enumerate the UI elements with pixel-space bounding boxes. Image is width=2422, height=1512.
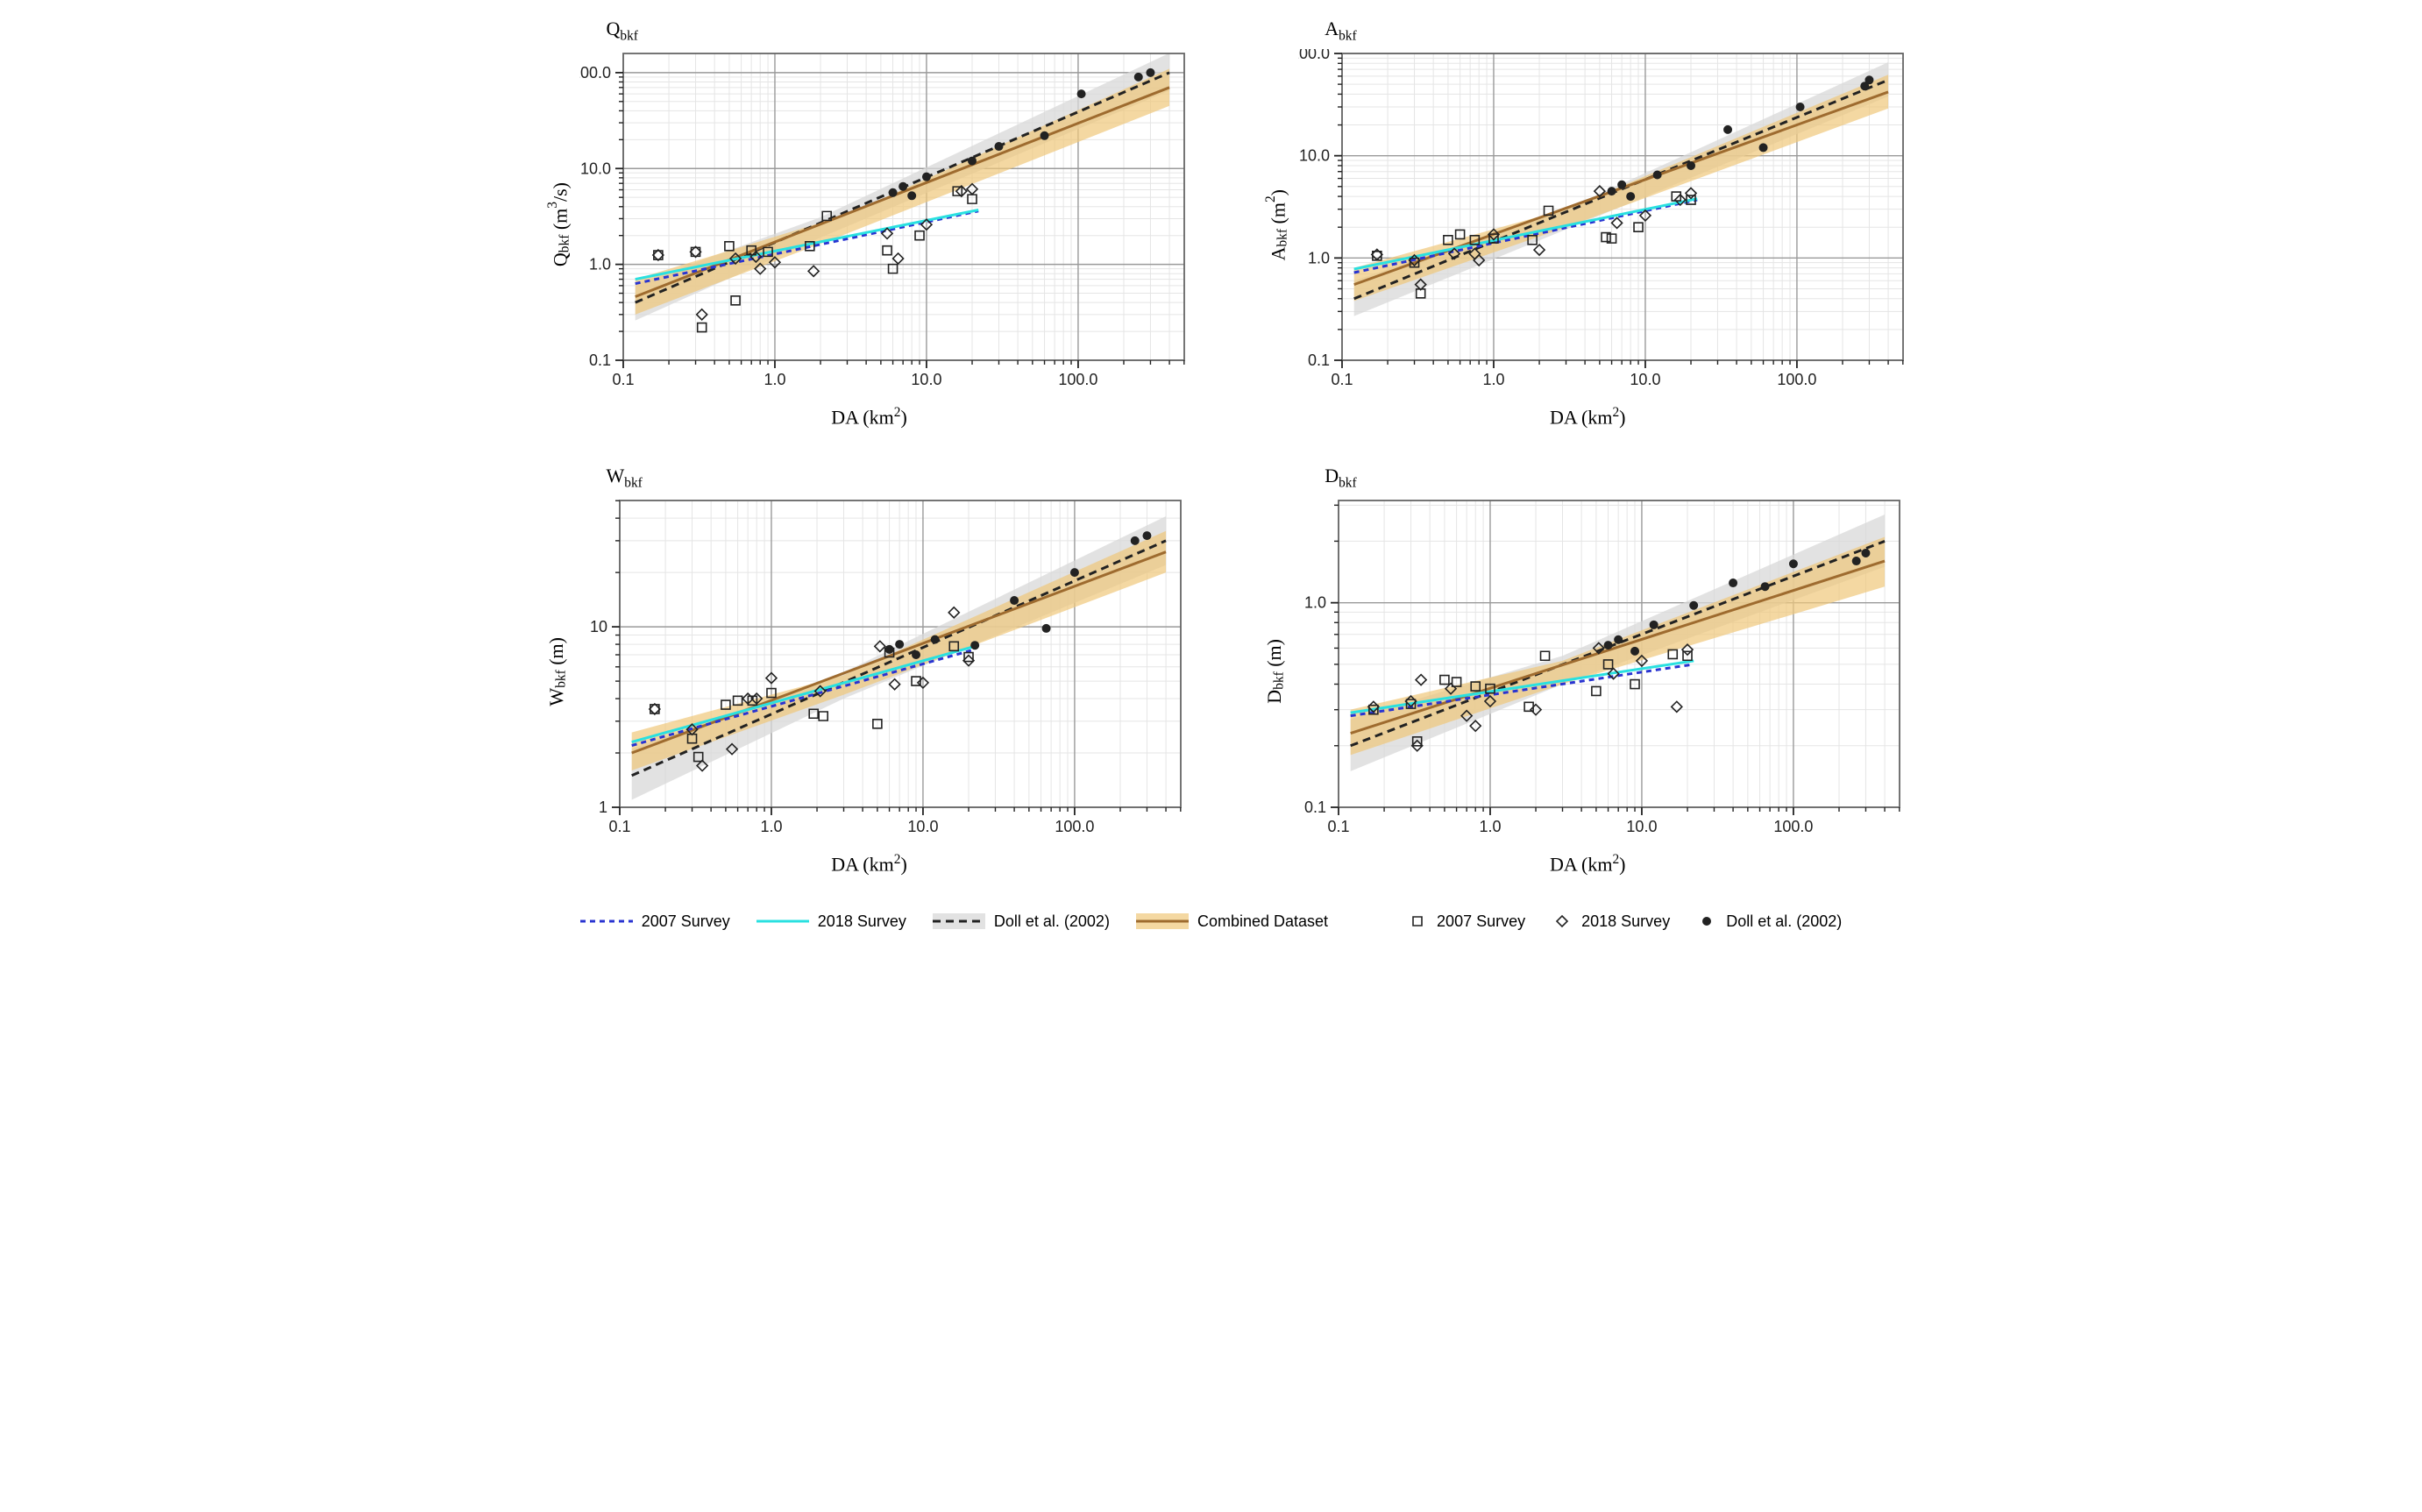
x-axis-label: DA (km2) xyxy=(589,405,1150,429)
svg-text:10.0: 10.0 xyxy=(1299,147,1330,165)
y-axis-label: Qbkf (m3/s) xyxy=(545,182,573,266)
y-axis-label: Abkf (m2) xyxy=(1263,189,1291,260)
plot-area: 0.1 1.0 10.0 100.0 1 10 xyxy=(576,496,1190,847)
svg-text:100.0: 100.0 xyxy=(1055,818,1094,835)
svg-text:100.0: 100.0 xyxy=(1777,371,1816,388)
svg-text:1.0: 1.0 xyxy=(760,818,782,835)
plot-area: 0.1 1.0 10.0 100.0 0.1 1.0 xyxy=(1295,496,1908,847)
legend-line-survey2007: 2007 Survey xyxy=(580,912,730,931)
legend-label: 2018 Survey xyxy=(1581,912,1670,931)
legend-marker-doll2002: Doll et al. (2002) xyxy=(1696,911,1842,932)
legend: 2007 Survey 2018 Survey Doll et al. (2002)… xyxy=(545,911,1878,932)
svg-text:1.0: 1.0 xyxy=(1304,594,1326,612)
x-axis-label: DA (km2) xyxy=(1307,852,1868,876)
svg-text:0.1: 0.1 xyxy=(1331,371,1353,388)
legend-label: 2007 Survey xyxy=(1437,912,1525,931)
panel-d: Dbkf Dbkf (m) 0.1 1.0 10.0 100.0 0.1 1.0 DA (km2… xyxy=(1263,465,1912,877)
svg-text:0.1: 0.1 xyxy=(1327,818,1349,835)
svg-text:10: 10 xyxy=(590,618,607,635)
svg-text:0.1: 0.1 xyxy=(613,371,635,388)
panel-a: Abkf Abkf (m2) 0.1 1.0 10.0 100.0 0.1 1.0 10.0 10… xyxy=(1263,18,1912,429)
svg-text:1: 1 xyxy=(599,799,607,816)
svg-text:10.0: 10.0 xyxy=(1630,371,1660,388)
legend-label: Doll et al. (2002) xyxy=(994,912,1110,931)
svg-text:0.1: 0.1 xyxy=(608,818,630,835)
panel-q: Qbkf Qbkf (m3/s) 0.1 1.0 10.0 100.0 0.1 1.0 10.0… xyxy=(545,18,1194,429)
svg-text:100.0: 100.0 xyxy=(1059,371,1098,388)
svg-text:0.1: 0.1 xyxy=(1308,351,1330,369)
svg-text:0.1: 0.1 xyxy=(589,351,611,369)
panel-title: Dbkf xyxy=(1325,465,1912,491)
legend-label: 2018 Survey xyxy=(818,912,906,931)
legend-line-survey2018: 2018 Survey xyxy=(756,912,906,931)
svg-text:10.0: 10.0 xyxy=(907,818,938,835)
svg-text:10.0: 10.0 xyxy=(912,371,942,388)
x-axis-label: DA (km2) xyxy=(589,852,1150,876)
legend-line-combined: Combined Dataset xyxy=(1136,912,1328,931)
plot-area: 0.1 1.0 10.0 100.0 0.1 1.0 10.0 100.0 xyxy=(1298,49,1912,400)
svg-text:100.0: 100.0 xyxy=(579,64,611,82)
svg-text:100.0: 100.0 xyxy=(1298,49,1330,62)
svg-text:10.0: 10.0 xyxy=(1626,818,1657,835)
panel-title: Wbkf xyxy=(607,465,1194,491)
panel-title: Qbkf xyxy=(607,18,1194,44)
figure-container: Qbkf Qbkf (m3/s) 0.1 1.0 10.0 100.0 0.1 1.0 10.0… xyxy=(545,18,1878,932)
x-axis-label: DA (km2) xyxy=(1307,405,1868,429)
svg-text:1.0: 1.0 xyxy=(1308,250,1330,267)
legend-label: Combined Dataset xyxy=(1197,912,1328,931)
svg-text:0.1: 0.1 xyxy=(1304,799,1326,816)
svg-text:1.0: 1.0 xyxy=(1479,818,1501,835)
svg-text:10.0: 10.0 xyxy=(580,160,611,178)
panel-grid: Qbkf Qbkf (m3/s) 0.1 1.0 10.0 100.0 0.1 1.0 10.0… xyxy=(545,18,1878,876)
plot-area: 0.1 1.0 10.0 100.0 0.1 1.0 10.0 100.0 xyxy=(579,49,1193,400)
svg-text:1.0: 1.0 xyxy=(1482,371,1504,388)
svg-text:1.0: 1.0 xyxy=(764,371,786,388)
legend-label: 2007 Survey xyxy=(642,912,730,931)
svg-text:1.0: 1.0 xyxy=(589,256,611,273)
y-axis-label: Wbkf (m) xyxy=(545,637,569,706)
legend-line-doll2002: Doll et al. (2002) xyxy=(933,912,1110,931)
y-axis-label: Dbkf (m) xyxy=(1263,639,1287,704)
panel-w: Wbkf Wbkf (m) 0.1 1.0 10.0 100.0 1 10 DA (km2) xyxy=(545,465,1194,877)
legend-marker-survey2018: 2018 Survey xyxy=(1552,911,1670,932)
svg-text:100.0: 100.0 xyxy=(1773,818,1813,835)
legend-marker-survey2007: 2007 Survey xyxy=(1407,911,1525,932)
legend-label: Doll et al. (2002) xyxy=(1726,912,1842,931)
panel-title: Abkf xyxy=(1325,18,1912,44)
